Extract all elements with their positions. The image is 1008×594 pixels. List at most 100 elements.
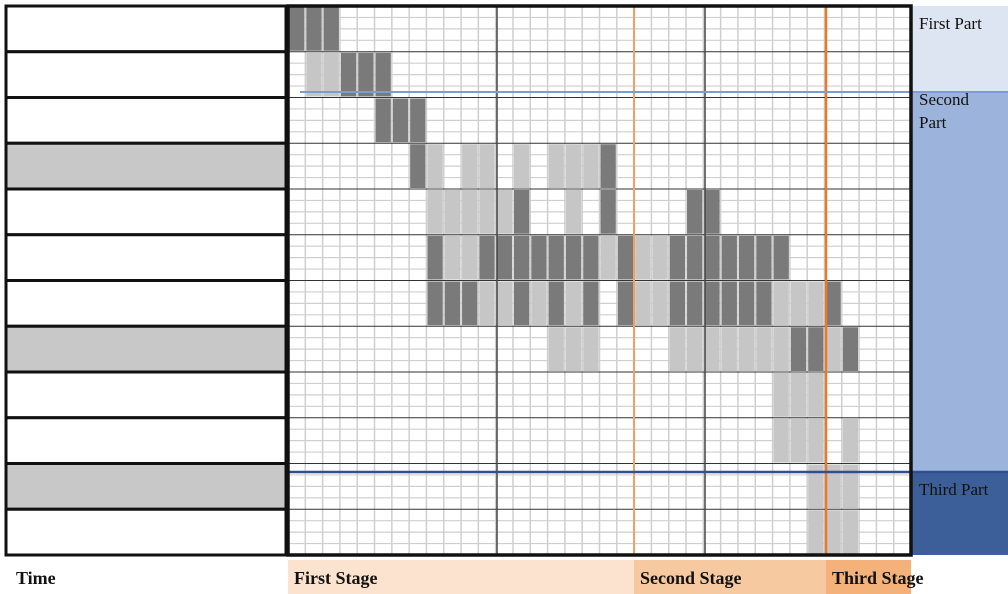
stage-band-second [634,560,826,594]
schedule-block [790,418,807,463]
part-label-second: Second Part [919,90,970,132]
schedule-block [410,98,426,143]
schedule-block [323,7,339,51]
part-label-first: First Part [919,14,982,33]
schedule-block [496,190,512,234]
schedule-block [808,327,824,371]
task-label-cell [4,279,288,328]
schedule-block [790,327,807,371]
chart-frame [286,4,913,557]
schedule-block [548,281,564,326]
schedule-block [358,52,374,97]
schedule-block [842,464,859,509]
schedule-block [444,190,461,234]
schedule-block [808,510,824,554]
part-band-first [911,6,1008,92]
schedule-block [790,281,807,326]
schedule-block [825,510,841,554]
task-label-cell [4,462,288,511]
task-label-cell [4,96,288,145]
schedule-block [773,327,789,371]
schedule-block [565,281,582,326]
schedule-block [565,235,582,280]
schedule-block [842,327,859,371]
schedule-block [427,190,443,234]
schedule-block [548,235,564,280]
schedule-block [738,281,755,326]
schedule-block [462,235,478,280]
schedule-block [427,281,443,326]
schedule-block [669,327,686,371]
task-label-cell [4,324,288,374]
schedule-block [825,327,841,371]
schedule-block [513,235,530,280]
schedule-block [842,510,859,554]
schedule-block [531,281,547,326]
schedule-block [479,281,495,326]
task-label-cell [4,50,288,99]
schedule-block [462,281,478,326]
schedule-block [565,190,582,234]
task-label-cell [4,416,288,465]
schedule-block [462,144,478,188]
schedule-block [825,281,841,326]
schedule-block [306,7,322,51]
schedule-block [687,327,703,371]
schedule-block [410,144,426,188]
schedule-block [738,327,755,371]
task-label-cell [4,4,288,54]
schedule-block [323,52,339,97]
schedule-block [617,235,634,280]
schedule-block [496,281,512,326]
schedule-block [790,373,807,417]
schedule-block [635,235,651,280]
schedule-block [687,190,703,234]
schedule-block [513,281,530,326]
schedule-block [721,327,737,371]
schedule-block [427,144,443,188]
schedule-block [375,52,391,97]
schedule-block [773,373,789,417]
schedule-block [548,144,564,188]
part-band-second [911,92,1008,472]
schedule-block [756,327,772,371]
schedule-block [808,418,824,463]
schedule-block [652,281,668,326]
schedule-block [721,235,737,280]
task-label-cell [4,507,288,557]
schedule-block [600,235,616,280]
task-label-cell [4,370,288,420]
schedule-block [721,281,737,326]
schedule-block [652,235,668,280]
part-label-third: Third Part [919,480,989,499]
task-label-cell [4,141,288,191]
schedule-block [479,190,495,234]
schedule-block [479,235,495,280]
schedule-block [565,144,582,188]
schedule-block [583,281,599,326]
schedule-block [704,235,720,280]
schedule-block [687,281,703,326]
schedule-block [583,235,599,280]
schedule-block [825,464,841,509]
schedule-block [565,327,582,371]
stage-label-first: First Stage [294,568,378,588]
time-label: Time [16,568,56,588]
schedule-block [704,327,720,371]
schedule-block [444,235,461,280]
schedule-block [704,281,720,326]
schedule-block [773,281,789,326]
schedule-block [600,190,616,234]
schedule-block [340,52,357,97]
stage-band-third [826,560,911,594]
schedule-block [513,190,530,234]
schedule-block [375,98,391,143]
stage-label-third: Third Stage [832,568,924,588]
schedule-block [548,327,564,371]
schedule-block [392,98,409,143]
part-band-third [911,472,1008,555]
schedule-block [842,418,859,463]
schedule-block [808,373,824,417]
stage-label-second: Second Stage [640,568,742,588]
